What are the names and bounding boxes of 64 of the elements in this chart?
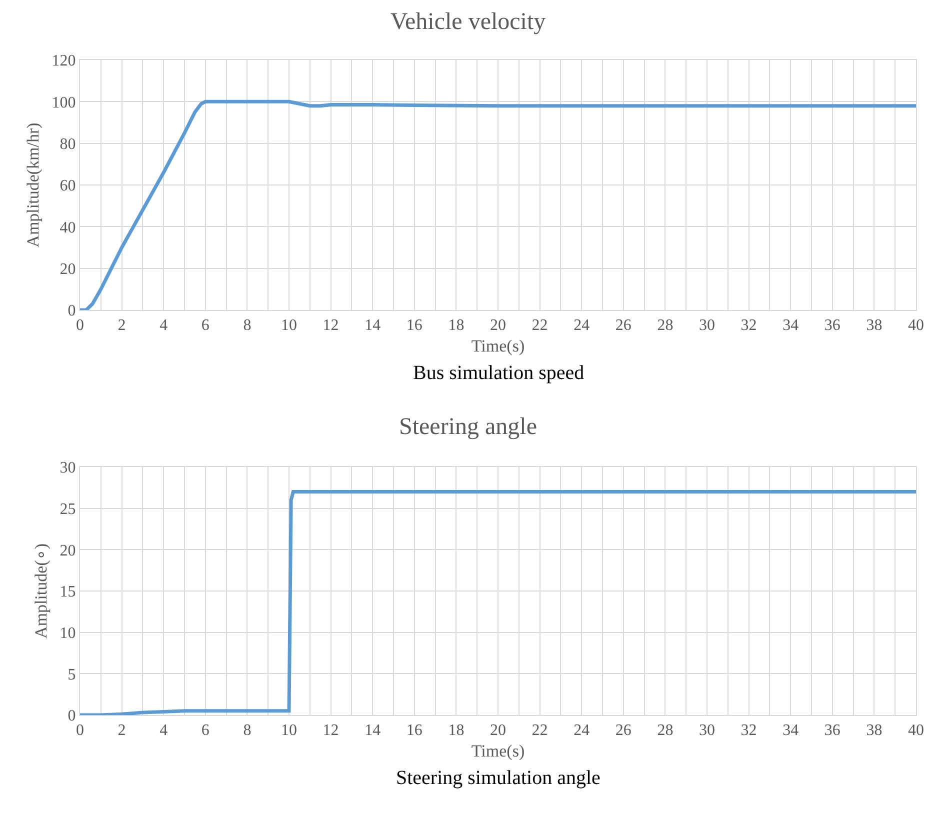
x-tick-label: 20 bbox=[490, 317, 506, 334]
chart-title: Vehicle velocity bbox=[390, 8, 546, 35]
y-tick-label: 10 bbox=[60, 624, 76, 642]
x-tick-label: 36 bbox=[824, 722, 840, 740]
y-tick-label: 25 bbox=[60, 500, 76, 518]
y-tick-label: 30 bbox=[60, 460, 76, 477]
x-tick-label: 14 bbox=[364, 317, 381, 334]
text: Bus simulation speed bbox=[413, 362, 584, 384]
x-tick-label: 2 bbox=[118, 317, 126, 334]
x-tick-label: 8 bbox=[243, 317, 252, 334]
x-tick-label: 4 bbox=[160, 317, 168, 334]
y-tick-label: 40 bbox=[60, 219, 76, 236]
x-tick-label: 34 bbox=[782, 317, 799, 334]
x-tick-label: 10 bbox=[281, 722, 297, 740]
x-tick-label: 16 bbox=[406, 317, 422, 334]
text: Steering simulation angle bbox=[396, 767, 601, 789]
x-tick-label: 34 bbox=[782, 722, 799, 740]
y-tick-label: 80 bbox=[60, 136, 76, 153]
x-tick-label: 6 bbox=[201, 317, 210, 334]
y-tick-label: 5 bbox=[68, 666, 76, 684]
x-tick-label: 12 bbox=[322, 722, 339, 740]
x-axis-title: Time(s) bbox=[471, 742, 525, 761]
x-tick-label: 10 bbox=[281, 317, 297, 334]
y-tick-label: 0 bbox=[68, 708, 76, 725]
y-tick-label: 20 bbox=[60, 542, 76, 560]
x-tick-label: 18 bbox=[448, 317, 464, 334]
y-tick-label: 100 bbox=[52, 94, 76, 112]
x-tick-label: 40 bbox=[908, 722, 924, 740]
x-tick-label: 24 bbox=[574, 722, 590, 740]
x-tick-label: 38 bbox=[866, 722, 882, 740]
x-tick-label: 26 bbox=[615, 317, 632, 334]
line-series bbox=[80, 490, 916, 715]
x-tick-label: 14 bbox=[364, 722, 381, 740]
y-tick-label: 15 bbox=[60, 584, 76, 601]
x-tick-label: 6 bbox=[201, 722, 210, 740]
chart-title: Steering angle bbox=[399, 414, 537, 440]
y-tick-label: 0 bbox=[68, 302, 76, 320]
x-tick-label: 38 bbox=[866, 317, 882, 334]
x-tick-label: 8 bbox=[243, 722, 252, 740]
x-tick-label: 22 bbox=[532, 317, 548, 334]
x-tick-label: 20 bbox=[490, 722, 506, 740]
x-tick-label: 40 bbox=[908, 317, 924, 334]
x-tick-label: 22 bbox=[532, 722, 548, 740]
x-tick-label: 2 bbox=[118, 722, 126, 740]
x-tick-label: 12 bbox=[322, 317, 339, 334]
x-tick-label: 26 bbox=[615, 722, 632, 740]
line-series bbox=[80, 100, 916, 310]
x-tick-label: 36 bbox=[824, 317, 840, 334]
x-tick-label: 30 bbox=[699, 722, 715, 740]
y-tick-label: 20 bbox=[60, 260, 76, 278]
x-tick-label: 28 bbox=[657, 317, 674, 334]
x-tick-label: 32 bbox=[740, 722, 757, 740]
x-tick-label: 4 bbox=[160, 722, 168, 740]
x-axis-title: Time(s) bbox=[471, 336, 525, 356]
x-tick-label: 16 bbox=[406, 722, 422, 740]
x-tick-label: 24 bbox=[574, 317, 590, 334]
x-tick-label: 30 bbox=[699, 317, 715, 334]
y-tick-label: 60 bbox=[60, 178, 76, 195]
y-axis-title: Amplitude(∘) bbox=[31, 543, 50, 639]
x-tick-label: 32 bbox=[740, 317, 757, 334]
x-tick-label: 18 bbox=[448, 722, 464, 740]
x-tick-label: 28 bbox=[657, 722, 674, 740]
y-axis-title: Amplitude(km/hr) bbox=[23, 122, 42, 248]
y-tick-label: 120 bbox=[52, 52, 76, 70]
